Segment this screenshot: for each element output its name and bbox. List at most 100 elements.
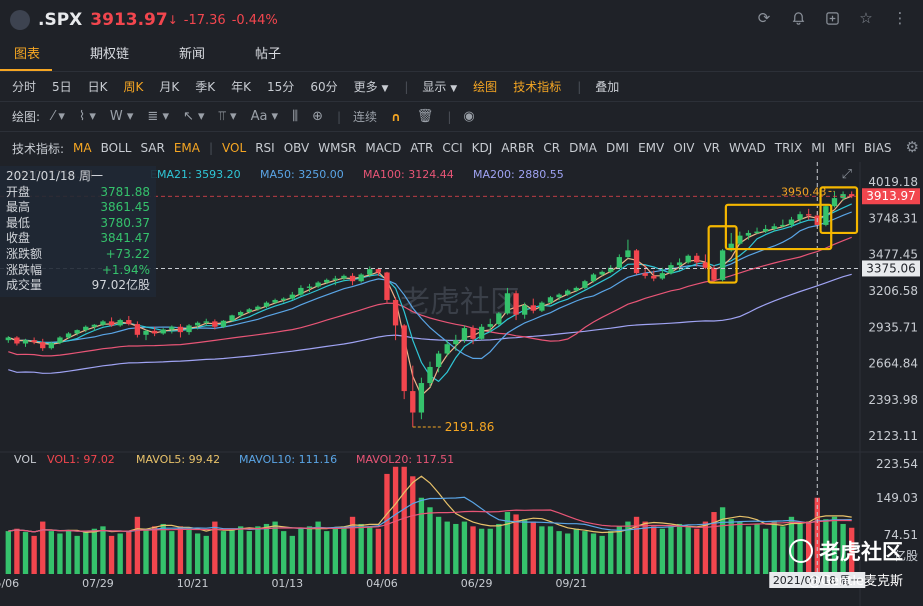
refresh-icon[interactable]: ⟳ [757, 9, 771, 27]
ind-oiv[interactable]: OIV [673, 141, 695, 155]
ma-legend-item: EMA21: 3593.20 [150, 168, 241, 181]
ind-cci[interactable]: CCI [442, 141, 463, 155]
text-tool-icon[interactable]: Aa ▾ [250, 109, 279, 124]
arrow-tool-icon[interactable]: ↖ ▾ [182, 109, 205, 124]
volume-bar [324, 531, 330, 574]
line-tool-icon[interactable]: ⁄ ▾ [52, 109, 65, 124]
volume-bar [521, 519, 528, 574]
candle-body [659, 273, 666, 279]
eye-icon[interactable]: ◉ [463, 109, 475, 124]
display-menu[interactable]: 显示 ▼ [422, 78, 457, 95]
last-price: 3913.97 [90, 10, 168, 30]
zoom-icon[interactable]: ⊕ [312, 109, 323, 124]
ind-mi[interactable]: MI [811, 141, 826, 155]
ma-legend-item: MA200: 2880.55 [473, 168, 564, 181]
volume-bar [358, 523, 364, 574]
ind-emv[interactable]: EMV [638, 141, 665, 155]
magnet-icon[interactable]: ∩ [391, 109, 401, 124]
polyline-tool-icon[interactable]: ⌇ ▾ [78, 109, 96, 124]
ind-trix[interactable]: TRIX [774, 141, 803, 155]
ind-vr[interactable]: VR [703, 141, 720, 155]
ind-ema[interactable]: EMA [173, 141, 200, 155]
tf-15min[interactable]: 15分 [267, 80, 295, 94]
ind-kdj[interactable]: KDJ [471, 141, 493, 155]
volume-bar [14, 528, 20, 574]
candle-body [547, 297, 554, 303]
tf-weekly[interactable]: 周K [123, 80, 144, 94]
volume-bar [435, 516, 442, 574]
tab-chart[interactable]: 图表 [0, 40, 53, 71]
candle-body [306, 286, 313, 288]
ind-atr[interactable]: ATR [410, 141, 434, 155]
ind-wvad[interactable]: WVAD [729, 141, 766, 155]
ind-dma[interactable]: DMA [569, 141, 597, 155]
date-tag-bg [769, 572, 866, 588]
tf-more[interactable]: 更多 ▼ [354, 78, 389, 95]
watermark-title: 老虎社区 [819, 540, 903, 564]
more-icon[interactable]: ⋮ [892, 9, 908, 27]
expand-icon: ⤢ [842, 167, 852, 182]
ind-dmi[interactable]: DMI [605, 141, 630, 155]
settings-gear-icon[interactable]: ⚙ [905, 138, 919, 156]
candle-body [177, 326, 184, 333]
overlay-button[interactable]: 叠加 [595, 80, 620, 94]
candle-tool-icon[interactable]: ⫼ [292, 109, 299, 124]
info-key: 最低 [6, 215, 31, 230]
tech-indicator-toggle[interactable]: 技术指标 [513, 80, 562, 94]
trash-icon[interactable]: 🗑 [416, 109, 434, 124]
ind-arbr[interactable]: ARBR [501, 141, 535, 155]
ind-cr[interactable]: CR [543, 141, 561, 155]
ma200-line [8, 273, 852, 374]
tab-news[interactable]: 新闻 [179, 47, 206, 62]
high-annotation: 3950.43 [781, 185, 827, 198]
tf-monthly[interactable]: 月K [159, 80, 180, 94]
candle-body [754, 231, 760, 233]
bell-icon[interactable] [789, 9, 807, 27]
candle-body [642, 273, 648, 276]
tab-posts[interactable]: 帖子 [255, 47, 282, 62]
ind-mfi[interactable]: MFI [834, 141, 855, 155]
candle-body [332, 278, 339, 280]
volume-bar [590, 533, 597, 574]
ind-ma[interactable]: MA [73, 141, 92, 155]
ind-macd[interactable]: MACD [365, 141, 402, 155]
share-icon[interactable] [823, 9, 841, 27]
ind-rsi[interactable]: RSI [255, 141, 275, 155]
candle-body [625, 250, 631, 258]
volume-bar [272, 521, 278, 574]
wave-tool-icon[interactable]: W ▾ [109, 109, 134, 124]
ind-obv[interactable]: OBV [283, 141, 310, 155]
measure-tool-icon[interactable]: ⫪ ▾ [218, 109, 237, 124]
tf-intraday[interactable]: 分时 [12, 80, 37, 94]
tf-daily[interactable]: 日K [87, 80, 108, 94]
divider: | [404, 79, 409, 94]
draw-toggle[interactable]: 绘图 [473, 80, 498, 94]
tf-60min[interactable]: 60分 [310, 80, 338, 94]
price-axis-tick: 2935.71 [868, 320, 918, 334]
volume-bar [771, 521, 777, 574]
volume-bar [315, 521, 321, 574]
candle-body [117, 320, 123, 326]
x-axis-tick: 09/21 [555, 577, 587, 590]
candle-body [349, 275, 356, 282]
volume-bar [685, 526, 691, 574]
tf-quarterly[interactable]: 季K [195, 80, 216, 94]
down-arrow-icon: ↓ [167, 13, 178, 27]
star-icon[interactable]: ☆ [859, 9, 873, 27]
crosshair-value: 3375.06 [866, 261, 916, 275]
info-value: 3780.37 [100, 215, 150, 230]
ind-sar[interactable]: SAR [140, 141, 165, 155]
tf-yearly[interactable]: 年K [231, 80, 252, 94]
volume-bar [40, 521, 46, 574]
candle-body [83, 326, 89, 331]
ind-boll[interactable]: BOLL [100, 141, 132, 155]
ma-legend-item: MA50: 3250.00 [260, 168, 344, 181]
ind-wmsr[interactable]: WMSR [318, 141, 357, 155]
tab-options[interactable]: 期权链 [90, 47, 130, 62]
continuous-toggle[interactable]: 连续 [353, 110, 378, 124]
ind-vol[interactable]: VOL [222, 141, 247, 155]
channel-tool-icon[interactable]: ≣ ▾ [147, 109, 169, 124]
ind-bias[interactable]: BIAS [863, 141, 892, 155]
quote-header: .SPX 3913.97 ↓ -17.36 -0.44% ⟳ ☆ ⋮ [0, 0, 923, 40]
tf-5day[interactable]: 5日 [52, 80, 72, 94]
